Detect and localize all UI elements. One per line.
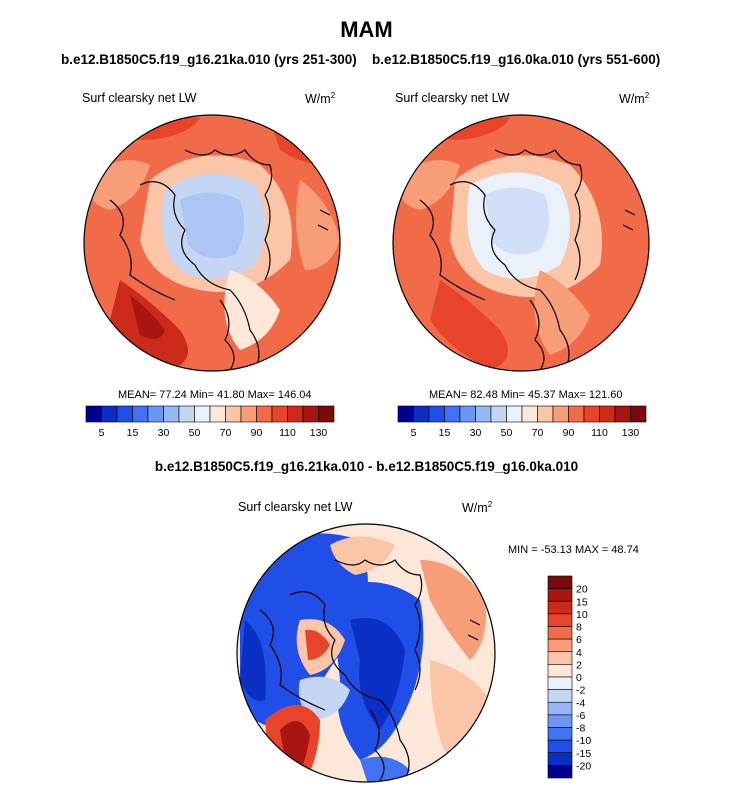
left-colorbar-swatch — [318, 405, 335, 423]
diff-colorbar-tick-label: 15 — [576, 596, 588, 608]
diff-colorbar-tick-label: 8 — [576, 622, 582, 634]
diff-colorbar-tick-label: 10 — [576, 609, 588, 621]
diff-panel-variable: Surf clearsky net LW — [238, 500, 353, 514]
left-colorbar-tick-label: 110 — [279, 427, 296, 439]
left-colorbar-tick-label: 15 — [127, 427, 139, 439]
diff-colorbar-tick-label: 2 — [576, 659, 582, 671]
diff-colorbar-swatch — [547, 613, 573, 627]
diff-colorbar-tick-label: 0 — [576, 672, 582, 684]
right-colorbar-tick-label: 50 — [501, 427, 513, 439]
right-panel-subtitle: b.e12.B1850C5.f19_g16.0ka.010 (yrs 551-6… — [372, 52, 661, 67]
right-colorbar-tick-label: 5 — [411, 427, 417, 439]
left-colorbar-tick-label: 70 — [220, 427, 232, 439]
diff-colorbar-swatch — [547, 701, 573, 716]
right-colorbar-tick-label: 130 — [622, 427, 640, 439]
diff-colorbar-tick-label: -20 — [576, 760, 591, 772]
diff-colorbar-swatch — [547, 727, 573, 741]
right-colorbar-tick-label: 90 — [563, 427, 575, 439]
diff-colorbar-tick-label: -6 — [576, 710, 585, 722]
right-panel-stats: MEAN= 82.48 Min= 45.37 Max= 121.60 — [429, 389, 623, 401]
diff-panel-stats: MIN = -53.13 MAX = 48.74 — [508, 544, 639, 556]
diff-colorbar-swatch — [547, 739, 573, 754]
diff-colorbar-swatch — [547, 600, 573, 615]
left-colorbar-tick-label: 90 — [251, 427, 263, 439]
right-colorbar-tick-label: 70 — [532, 427, 544, 439]
left-colorbar-tick-label: 50 — [189, 427, 201, 439]
diff-colorbar-swatch — [547, 714, 573, 728]
diff-panel-units: W/m2 — [462, 500, 493, 516]
left-colorbar-tick-label: 30 — [158, 427, 170, 439]
diff-colorbar-swatch — [547, 664, 573, 678]
diff-colorbar-tick-label: -4 — [576, 697, 585, 709]
left-panel-variable: Surf clearsky net LW — [82, 91, 197, 105]
diff-colorbar-swatch — [547, 588, 573, 602]
diff-colorbar-tick-label: -10 — [576, 735, 591, 747]
diff-colorbar-tick-label: 20 — [576, 584, 588, 596]
diff-colorbar-swatch — [547, 752, 573, 766]
diff-colorbar-tick-label: -2 — [576, 685, 585, 697]
left-panel-units: W/m2 — [305, 91, 336, 107]
diff-colorbar-swatch — [547, 638, 573, 653]
figure-title: MAM — [340, 17, 393, 42]
right-colorbar-swatch — [630, 405, 647, 423]
right-colorbar-tick-label: 110 — [591, 427, 608, 439]
diff-colorbar-tick-label: 6 — [576, 634, 582, 646]
diff-colorbar-swatch — [547, 651, 573, 665]
left-colorbar-tick-label: 5 — [99, 427, 105, 439]
left-panel-stats: MEAN= 77.24 Min= 41.80 Max= 146.04 — [118, 389, 312, 401]
right-colorbar-tick-label: 30 — [470, 427, 482, 439]
right-panel-units: W/m2 — [619, 91, 650, 107]
diff-colorbar-swatch — [547, 765, 573, 779]
diff-colorbar-swatch — [547, 575, 573, 589]
diff-colorbar-swatch — [547, 676, 573, 690]
diff-colorbar-tick-label: -8 — [576, 723, 585, 735]
left-panel-subtitle: b.e12.B1850C5.f19_g16.21ka.010 (yrs 251-… — [61, 52, 357, 67]
diff-colorbar-tick-label: -15 — [576, 748, 591, 760]
right-colorbar-tick-label: 15 — [439, 427, 451, 439]
diff-colorbar-tick-label: 4 — [576, 647, 582, 659]
diff-panel-subtitle: b.e12.B1850C5.f19_g16.21ka.010 - b.e12.B… — [154, 459, 579, 474]
left-colorbar-tick-label: 130 — [310, 427, 328, 439]
diff-colorbar-swatch — [547, 689, 573, 703]
right-panel-variable: Surf clearsky net LW — [395, 91, 510, 105]
diff-colorbar-swatch — [547, 626, 573, 640]
